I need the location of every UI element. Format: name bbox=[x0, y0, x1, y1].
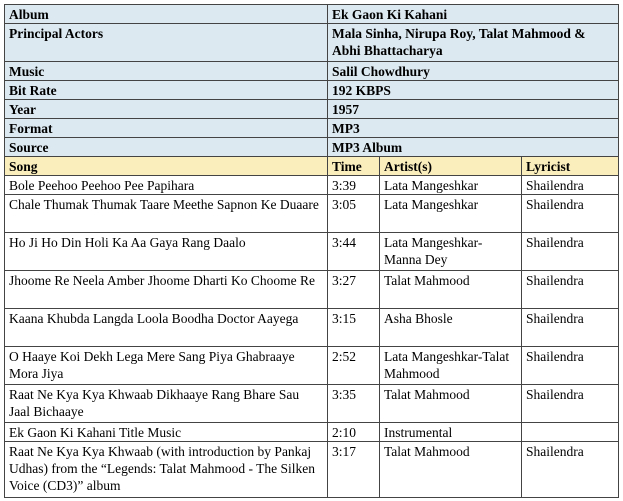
track-lyricist: Shailendra bbox=[521, 384, 619, 423]
track-row: Jhoome Re Neela Amber Jhoome Dharti Ko C… bbox=[4, 270, 619, 309]
track-artist: Lata Mangeshkar bbox=[379, 175, 522, 195]
track-lyricist: Shailendra bbox=[521, 175, 619, 195]
track-row: Raat Ne Kya Kya Khwaab Dikhaaye Rang Bha… bbox=[4, 384, 619, 423]
track-song: Raat Ne Kya Kya Khwaab Dikhaaye Rang Bha… bbox=[4, 384, 328, 423]
track-time: 3:05 bbox=[327, 194, 380, 233]
info-value: 1957 bbox=[327, 99, 619, 119]
info-row-music: Music Salil Chowdhury bbox=[4, 61, 619, 81]
track-time: 2:10 bbox=[327, 422, 380, 442]
header-artist: Artist(s) bbox=[379, 156, 522, 176]
track-time: 2:52 bbox=[327, 346, 380, 385]
track-song: Raat Ne Kya Kya Khwaab (with introductio… bbox=[4, 441, 328, 498]
track-time: 3:27 bbox=[327, 270, 380, 309]
track-lyricist bbox=[521, 422, 619, 442]
header-song: Song bbox=[4, 156, 328, 176]
track-song: O Haaye Koi Dekh Lega Mere Sang Piya Gha… bbox=[4, 346, 328, 385]
track-artist: Talat Mahmood bbox=[379, 441, 522, 498]
info-label: Year bbox=[4, 99, 328, 119]
track-lyricist: Shailendra bbox=[521, 194, 619, 233]
track-time: 3:17 bbox=[327, 441, 380, 498]
track-artist: Lata Mangeshkar-Manna Dey bbox=[379, 232, 522, 271]
header-time: Time bbox=[327, 156, 380, 176]
track-lyricist: Shailendra bbox=[521, 270, 619, 309]
track-row: O Haaye Koi Dekh Lega Mere Sang Piya Gha… bbox=[4, 346, 619, 385]
track-row: Kaana Khubda Langda Loola Boodha Doctor … bbox=[4, 308, 619, 347]
track-header-row: Song Time Artist(s) Lyricist bbox=[4, 156, 619, 176]
info-label: Principal Actors bbox=[4, 23, 328, 62]
info-row-format: Format MP3 bbox=[4, 118, 619, 138]
album-table: Album Ek Gaon Ki Kahani Principal Actors… bbox=[4, 4, 619, 498]
track-artist: Asha Bhosle bbox=[379, 308, 522, 347]
info-value: 192 KBPS bbox=[327, 80, 619, 100]
track-artist: Instrumental bbox=[379, 422, 522, 442]
track-row: Ek Gaon Ki Kahani Title Music 2:10 Instr… bbox=[4, 422, 619, 442]
info-value: MP3 bbox=[327, 118, 619, 138]
track-lyricist: Shailendra bbox=[521, 441, 619, 498]
track-row: Chale Thumak Thumak Taare Meethe Sapnon … bbox=[4, 194, 619, 233]
info-label: Format bbox=[4, 118, 328, 138]
info-label: Source bbox=[4, 137, 328, 157]
track-row: Raat Ne Kya Kya Khwaab (with introductio… bbox=[4, 441, 619, 498]
track-time: 3:44 bbox=[327, 232, 380, 271]
info-row-source: Source MP3 Album bbox=[4, 137, 619, 157]
track-artist: Lata Mangeshkar bbox=[379, 194, 522, 233]
header-lyricist: Lyricist bbox=[521, 156, 619, 176]
track-song: Kaana Khubda Langda Loola Boodha Doctor … bbox=[4, 308, 328, 347]
info-row-actors: Principal Actors Mala Sinha, Nirupa Roy,… bbox=[4, 23, 619, 62]
track-lyricist: Shailendra bbox=[521, 346, 619, 385]
info-value: Salil Chowdhury bbox=[327, 61, 619, 81]
track-song: Ho Ji Ho Din Holi Ka Aa Gaya Rang Daalo bbox=[4, 232, 328, 271]
track-row: Ho Ji Ho Din Holi Ka Aa Gaya Rang Daalo … bbox=[4, 232, 619, 271]
track-song: Chale Thumak Thumak Taare Meethe Sapnon … bbox=[4, 194, 328, 233]
track-time: 3:39 bbox=[327, 175, 380, 195]
track-song: Bole Peehoo Peehoo Pee Papihara bbox=[4, 175, 328, 195]
track-lyricist: Shailendra bbox=[521, 232, 619, 271]
info-label: Album bbox=[4, 4, 328, 24]
track-time: 3:15 bbox=[327, 308, 380, 347]
info-row-album: Album Ek Gaon Ki Kahani bbox=[4, 4, 619, 24]
info-value: Mala Sinha, Nirupa Roy, Talat Mahmood & … bbox=[327, 23, 619, 62]
track-row: Bole Peehoo Peehoo Pee Papihara 3:39 Lat… bbox=[4, 175, 619, 195]
info-row-bitrate: Bit Rate 192 KBPS bbox=[4, 80, 619, 100]
info-label: Bit Rate bbox=[4, 80, 328, 100]
info-label: Music bbox=[4, 61, 328, 81]
track-artist: Talat Mahmood bbox=[379, 270, 522, 309]
track-artist: Lata Mangeshkar-Talat Mahmood bbox=[379, 346, 522, 385]
info-value: MP3 Album bbox=[327, 137, 619, 157]
track-song: Jhoome Re Neela Amber Jhoome Dharti Ko C… bbox=[4, 270, 328, 309]
info-value: Ek Gaon Ki Kahani bbox=[327, 4, 619, 24]
info-row-year: Year 1957 bbox=[4, 99, 619, 119]
track-time: 3:35 bbox=[327, 384, 380, 423]
track-song: Ek Gaon Ki Kahani Title Music bbox=[4, 422, 328, 442]
track-artist: Talat Mahmood bbox=[379, 384, 522, 423]
track-lyricist: Shailendra bbox=[521, 308, 619, 347]
